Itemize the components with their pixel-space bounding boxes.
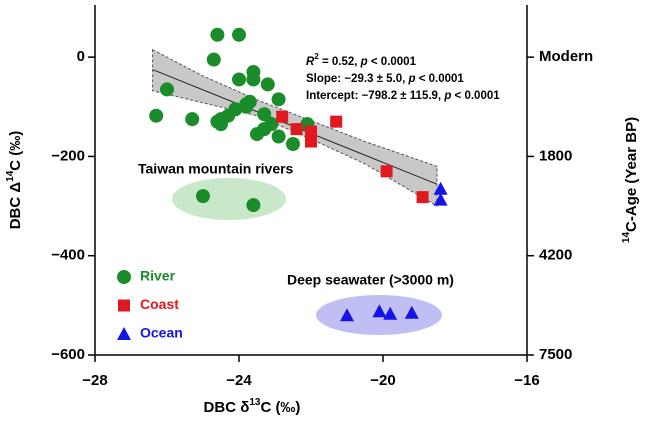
point — [210, 27, 225, 42]
y-tick-label: −600 — [51, 346, 85, 363]
y2-tick-label: 1800 — [539, 147, 572, 164]
point — [305, 135, 317, 148]
y2-axis-title: 14C-Age (Year BP) — [621, 117, 640, 243]
y2-tick-label: Modern — [539, 48, 593, 65]
plot-area — [149, 27, 448, 322]
point — [239, 97, 254, 112]
point — [276, 110, 289, 123]
river-cluster — [172, 178, 286, 220]
point — [185, 112, 200, 127]
cluster-label: Deep seawater (>3000 m) — [287, 272, 454, 288]
point — [232, 27, 246, 42]
point — [214, 117, 228, 132]
y2-tick-label: 7500 — [539, 346, 572, 363]
legend-marker — [118, 299, 130, 312]
legend-marker — [117, 270, 131, 284]
y-tick-label: −400 — [51, 247, 85, 264]
point — [149, 108, 164, 123]
point — [383, 306, 398, 320]
point — [257, 122, 272, 137]
legend-label: Coast — [140, 296, 179, 312]
point — [257, 107, 272, 122]
point — [232, 72, 246, 87]
point — [260, 77, 275, 92]
y-tick-label: 0 — [77, 48, 85, 65]
cluster-label: Taiwan mountain rivers — [138, 161, 294, 177]
point — [286, 137, 300, 152]
y2-tick-label: 4200 — [539, 247, 572, 264]
point — [330, 115, 343, 128]
legend-marker — [117, 327, 131, 340]
x-tick-label: −24 — [226, 372, 252, 389]
legend-label: River — [140, 268, 176, 284]
point — [206, 52, 221, 67]
annotation: Intercept: −798.2 ± 115.9, p < 0.0001 — [306, 90, 500, 102]
point — [433, 181, 448, 195]
point — [380, 165, 393, 178]
point — [196, 189, 210, 204]
point — [433, 192, 448, 206]
point — [372, 304, 387, 318]
point — [160, 82, 174, 97]
legend-label: Ocean — [140, 325, 183, 341]
y-axis-title: DBC Δ14C (‰) — [5, 131, 24, 230]
point — [416, 191, 429, 204]
annotation: Slope: −29.3 ± 5.0, p < 0.0001 — [306, 73, 464, 85]
x-tick-label: −16 — [514, 372, 539, 389]
point — [246, 65, 261, 80]
point — [271, 129, 286, 144]
y-tick-label: −200 — [51, 147, 85, 164]
x-tick-label: −20 — [370, 372, 395, 389]
point — [271, 92, 286, 107]
point — [404, 305, 419, 319]
point — [246, 198, 261, 213]
point — [305, 125, 317, 138]
annotation: R2 = 0.52, p < 0.0001 — [306, 52, 417, 68]
point — [340, 308, 354, 322]
x-tick-label: −28 — [82, 372, 107, 389]
point — [290, 123, 303, 136]
x-axis-title: DBC δ13C (‰) — [204, 397, 301, 416]
